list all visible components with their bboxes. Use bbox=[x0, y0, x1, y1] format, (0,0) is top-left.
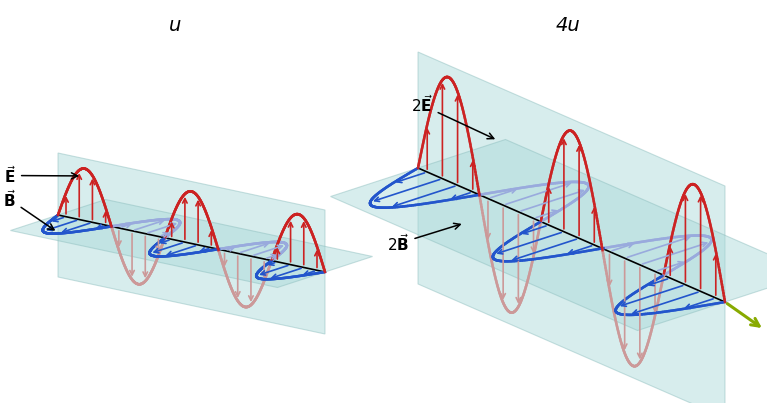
Text: 4u: 4u bbox=[555, 16, 581, 35]
Text: $\vec{\mathbf{E}}$: $\vec{\mathbf{E}}$ bbox=[4, 165, 77, 186]
Polygon shape bbox=[58, 153, 325, 334]
Text: $\vec{\mathbf{B}}$: $\vec{\mathbf{B}}$ bbox=[3, 189, 54, 230]
Text: $2\vec{\mathbf{B}}$: $2\vec{\mathbf{B}}$ bbox=[387, 223, 460, 254]
Polygon shape bbox=[11, 199, 373, 287]
Polygon shape bbox=[418, 52, 725, 403]
Text: $2\vec{\mathbf{E}}$: $2\vec{\mathbf{E}}$ bbox=[411, 94, 494, 139]
Polygon shape bbox=[331, 139, 767, 330]
Text: u: u bbox=[169, 16, 181, 35]
